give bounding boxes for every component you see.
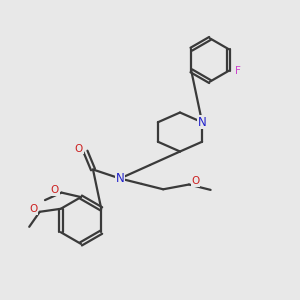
Text: O: O xyxy=(51,185,59,195)
Text: O: O xyxy=(75,143,83,154)
Text: O: O xyxy=(29,204,37,214)
Text: O: O xyxy=(191,176,200,187)
Text: N: N xyxy=(198,116,206,129)
Text: F: F xyxy=(236,66,241,76)
Text: N: N xyxy=(116,172,124,185)
